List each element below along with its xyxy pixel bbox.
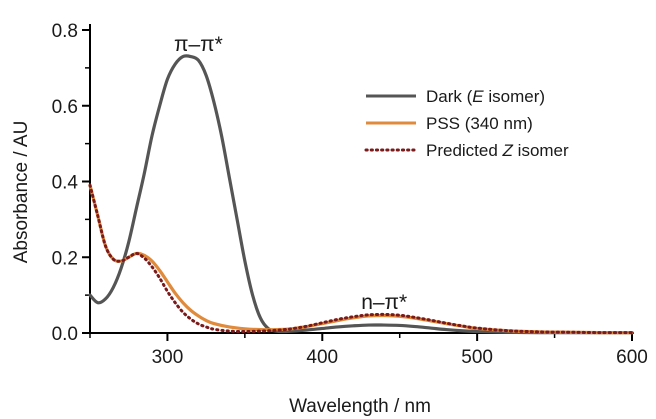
y-tick-label: 0.8: [52, 21, 78, 42]
x-tick-label: 600: [616, 347, 648, 368]
x-tick-label: 300: [152, 347, 184, 368]
series-line-0: [88, 54, 634, 335]
x-tick-label: 500: [461, 347, 493, 368]
y-tick-label: 0.2: [52, 248, 78, 269]
annotations: π–π* n–π*: [174, 33, 407, 314]
x-tick-label: 400: [306, 347, 338, 368]
legend: Dark (E isomer) PSS (340 nm) Predicted Z i…: [364, 87, 569, 160]
legend-entry: PSS (340 nm): [426, 114, 533, 133]
y-tick-label: 0.4: [52, 173, 79, 194]
peak-annotation: π–π*: [174, 33, 223, 56]
series-layer: [88, 54, 634, 335]
axes: 300 400 500 600 0.0 0.2 0.4 0.6 0.8: [52, 21, 648, 368]
y-axis-label: Absorbance / AU: [11, 121, 32, 264]
legend-entry: Dark (E isomer): [426, 87, 545, 106]
y-tick-label: 0.0: [52, 324, 78, 345]
series-line-2: [88, 183, 634, 335]
legend-entry: Predicted Z isomer: [426, 141, 569, 160]
x-axis-label: Wavelength / nm: [289, 396, 431, 417]
peak-annotation: n–π*: [361, 291, 407, 314]
y-tick-label: 0.6: [52, 97, 78, 118]
